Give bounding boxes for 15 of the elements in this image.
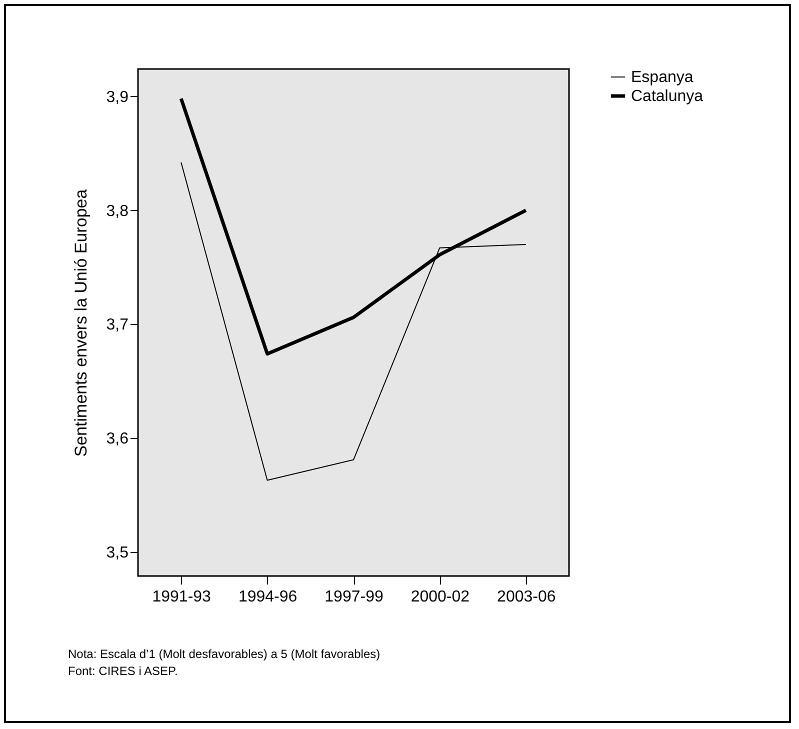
y-tick-label: 3,8	[106, 202, 129, 220]
y-tick-label: 3,7	[106, 316, 129, 334]
x-tick-label: 2000-02	[410, 588, 470, 606]
x-tick-label: 1991-93	[152, 588, 212, 606]
text: Font: CIRES i ASEP.	[68, 663, 179, 680]
y-tick-label: 3,5	[106, 544, 129, 562]
y-axis-title: Sentiments envers la Unió Europea	[71, 188, 90, 457]
x-tick-label: 2003-06	[497, 588, 556, 606]
text: Nota: Escala d’1 (Molt desfavorables) a 5 (Molt favorables)	[68, 646, 380, 663]
legend-label: Catalunya	[631, 88, 704, 105]
y-tick-label: 3,6	[106, 430, 129, 448]
x-tick-label: 1994-96	[238, 588, 298, 606]
x-tick-label: 1997-99	[324, 588, 384, 606]
y-tick-label: 3,9	[106, 88, 129, 106]
legend-label: Espanya	[631, 69, 694, 86]
